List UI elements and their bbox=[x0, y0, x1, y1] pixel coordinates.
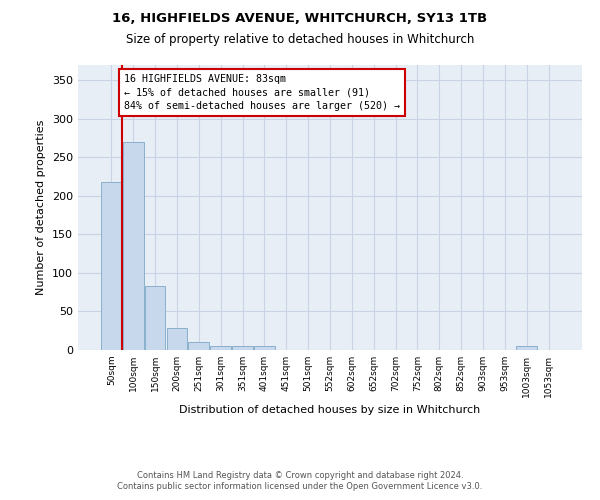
Y-axis label: Number of detached properties: Number of detached properties bbox=[37, 120, 46, 295]
Bar bbox=[232, 346, 253, 350]
Text: Size of property relative to detached houses in Whitchurch: Size of property relative to detached ho… bbox=[126, 32, 474, 46]
X-axis label: Distribution of detached houses by size in Whitchurch: Distribution of detached houses by size … bbox=[179, 406, 481, 415]
Bar bbox=[167, 328, 187, 350]
Text: 16, HIGHFIELDS AVENUE, WHITCHURCH, SY13 1TB: 16, HIGHFIELDS AVENUE, WHITCHURCH, SY13 … bbox=[112, 12, 488, 26]
Text: Contains HM Land Registry data © Crown copyright and database right 2024.: Contains HM Land Registry data © Crown c… bbox=[137, 471, 463, 480]
Bar bbox=[101, 182, 122, 350]
Bar bbox=[210, 346, 231, 350]
Bar bbox=[188, 342, 209, 350]
Bar bbox=[517, 346, 537, 350]
Bar bbox=[123, 142, 143, 350]
Text: Contains public sector information licensed under the Open Government Licence v3: Contains public sector information licen… bbox=[118, 482, 482, 491]
Text: 16 HIGHFIELDS AVENUE: 83sqm
← 15% of detached houses are smaller (91)
84% of sem: 16 HIGHFIELDS AVENUE: 83sqm ← 15% of det… bbox=[124, 74, 400, 110]
Bar bbox=[145, 286, 166, 350]
Bar bbox=[254, 346, 275, 350]
